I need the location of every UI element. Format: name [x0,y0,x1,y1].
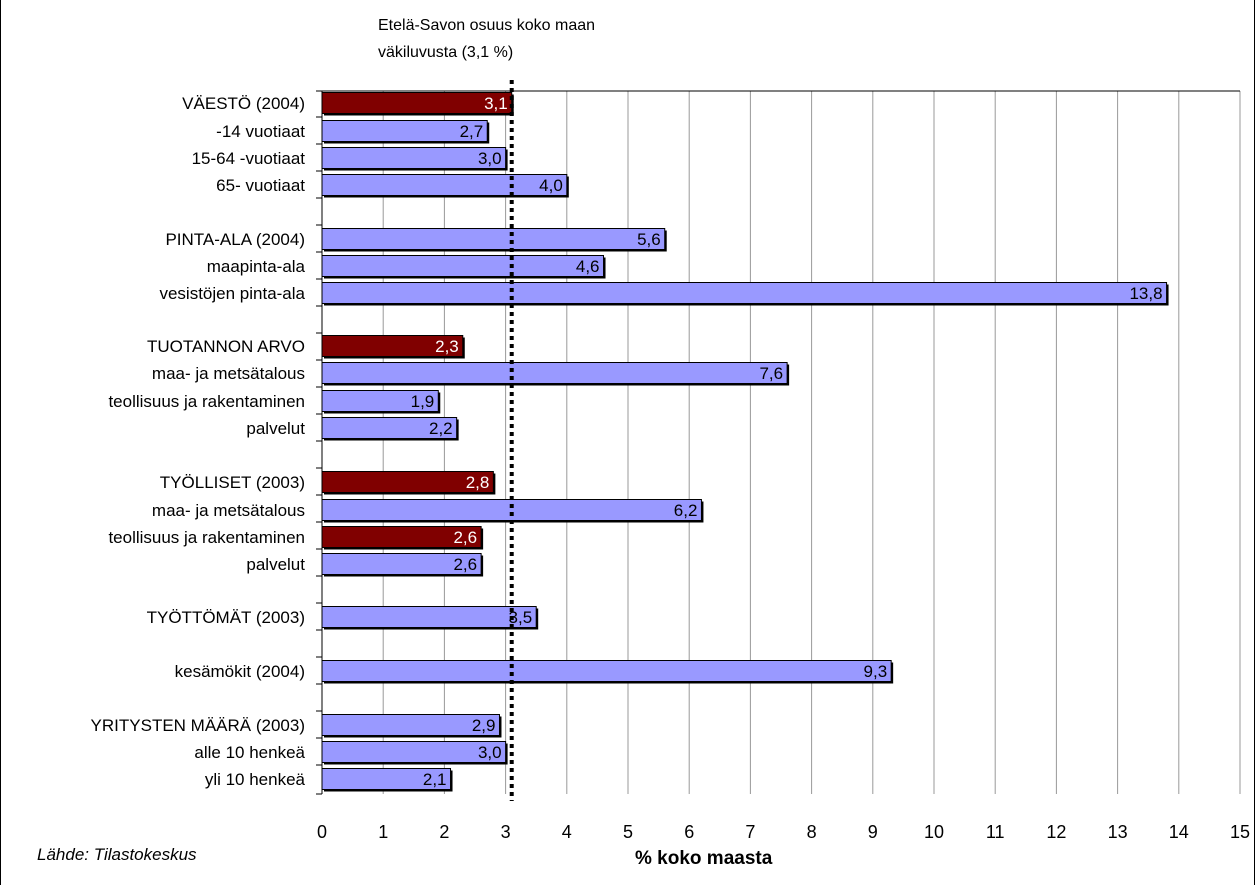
category-label: maapinta-ala [207,257,306,276]
category-label: maa- ja metsätalous [152,501,305,520]
bar-value-label: 3,0 [478,149,502,168]
bar-value-label: 4,0 [539,176,563,195]
category-label: YRITYSTEN MÄÄRÄ (2003) [91,716,305,735]
x-tick-label: 11 [986,822,1005,842]
bar-value-label: 3,0 [478,743,502,762]
bar-value-label: 2,7 [460,122,484,141]
bar-value-label: 2,2 [429,419,453,438]
x-tick-label: 3 [501,822,511,842]
bar-value-label: 7,6 [759,364,783,383]
category-label: PINTA-ALA (2004) [165,230,305,249]
bar-value-label: 13,8 [1129,284,1162,303]
annotation-line-1: Etelä-Savon osuus koko maan [378,17,596,34]
bar [321,228,666,250]
x-tick-label: 15 [1230,822,1250,842]
x-tick-label: 6 [684,822,694,842]
bar-value-label: 3,1 [484,94,508,113]
bar-value-label: 2,8 [466,473,490,492]
x-axis-title: % koko maasta [635,848,773,869]
bar [321,526,482,548]
category-label: kesämökit (2004) [175,662,305,681]
category-label: 65- vuotiaat [216,176,305,195]
category-label: maa- ja metsätalous [152,364,305,383]
x-tick-label: 0 [317,822,327,842]
annotation-line-2: väkiluvusta (3,1 %) [378,44,514,61]
category-label: palvelut [246,555,305,574]
x-tick-label: 9 [868,822,878,842]
bar-value-label: 2,6 [453,555,477,574]
category-label: TYÖLLISET (2003) [160,473,305,492]
category-label: teollisuus ja rakentaminen [108,528,305,547]
bar [321,553,482,575]
x-tick-label: 1 [378,822,388,842]
bar-value-label: 2,1 [423,770,447,789]
bar-value-label: 9,3 [864,662,888,681]
x-tick-label: 13 [1108,822,1128,842]
category-label: TUOTANNON ARVO [147,337,305,356]
bar [321,120,488,142]
category-label: palvelut [246,419,305,438]
bar [321,255,605,277]
bar [321,417,458,439]
bar [321,282,1168,304]
category-label: vesistöjen pinta-ala [159,284,305,303]
bar [321,741,507,763]
x-tick-label: 14 [1169,822,1189,842]
category-label: 15-64 -vuotiaat [192,149,306,168]
bar-value-label: 2,3 [435,337,459,356]
bar-value-label: 4,6 [576,257,600,276]
x-tick-label: 12 [1046,822,1066,842]
bar-value-label: 2,9 [472,716,496,735]
reference-annotation: Etelä-Savon osuus koko maan väkiluvusta … [378,12,595,66]
source-note: Lähde: Tilastokeskus [37,845,197,864]
bar-value-label: 3,5 [509,608,533,627]
category-label: teollisuus ja rakentaminen [108,392,305,411]
bar-value-label: 2,6 [453,528,477,547]
category-label: alle 10 henkeä [194,743,305,762]
bar [321,335,464,357]
bar [321,362,788,384]
category-label: VÄESTÖ (2004) [182,94,305,113]
bar-value-label: 5,6 [637,230,661,249]
bar [321,174,568,196]
x-tick-label: 2 [439,822,449,842]
bar [321,92,513,114]
bar-value-label: 1,9 [411,392,435,411]
category-label: -14 vuotiaat [216,122,305,141]
x-tick-label: 4 [562,822,572,842]
bar [321,147,507,169]
category-label: yli 10 henkeä [205,770,306,789]
bar [321,499,702,521]
bar [321,606,537,628]
bar [321,714,500,736]
bar [321,660,892,682]
bar [321,768,452,790]
bar [321,471,494,493]
x-tick-label: 5 [623,822,633,842]
x-tick-label: 7 [745,822,755,842]
x-tick-label: 8 [807,822,817,842]
bar-value-label: 6,2 [674,501,698,520]
x-tick-label: 10 [924,822,944,842]
bar [321,390,439,412]
category-label: TYÖTTÖMÄT (2003) [147,608,305,627]
